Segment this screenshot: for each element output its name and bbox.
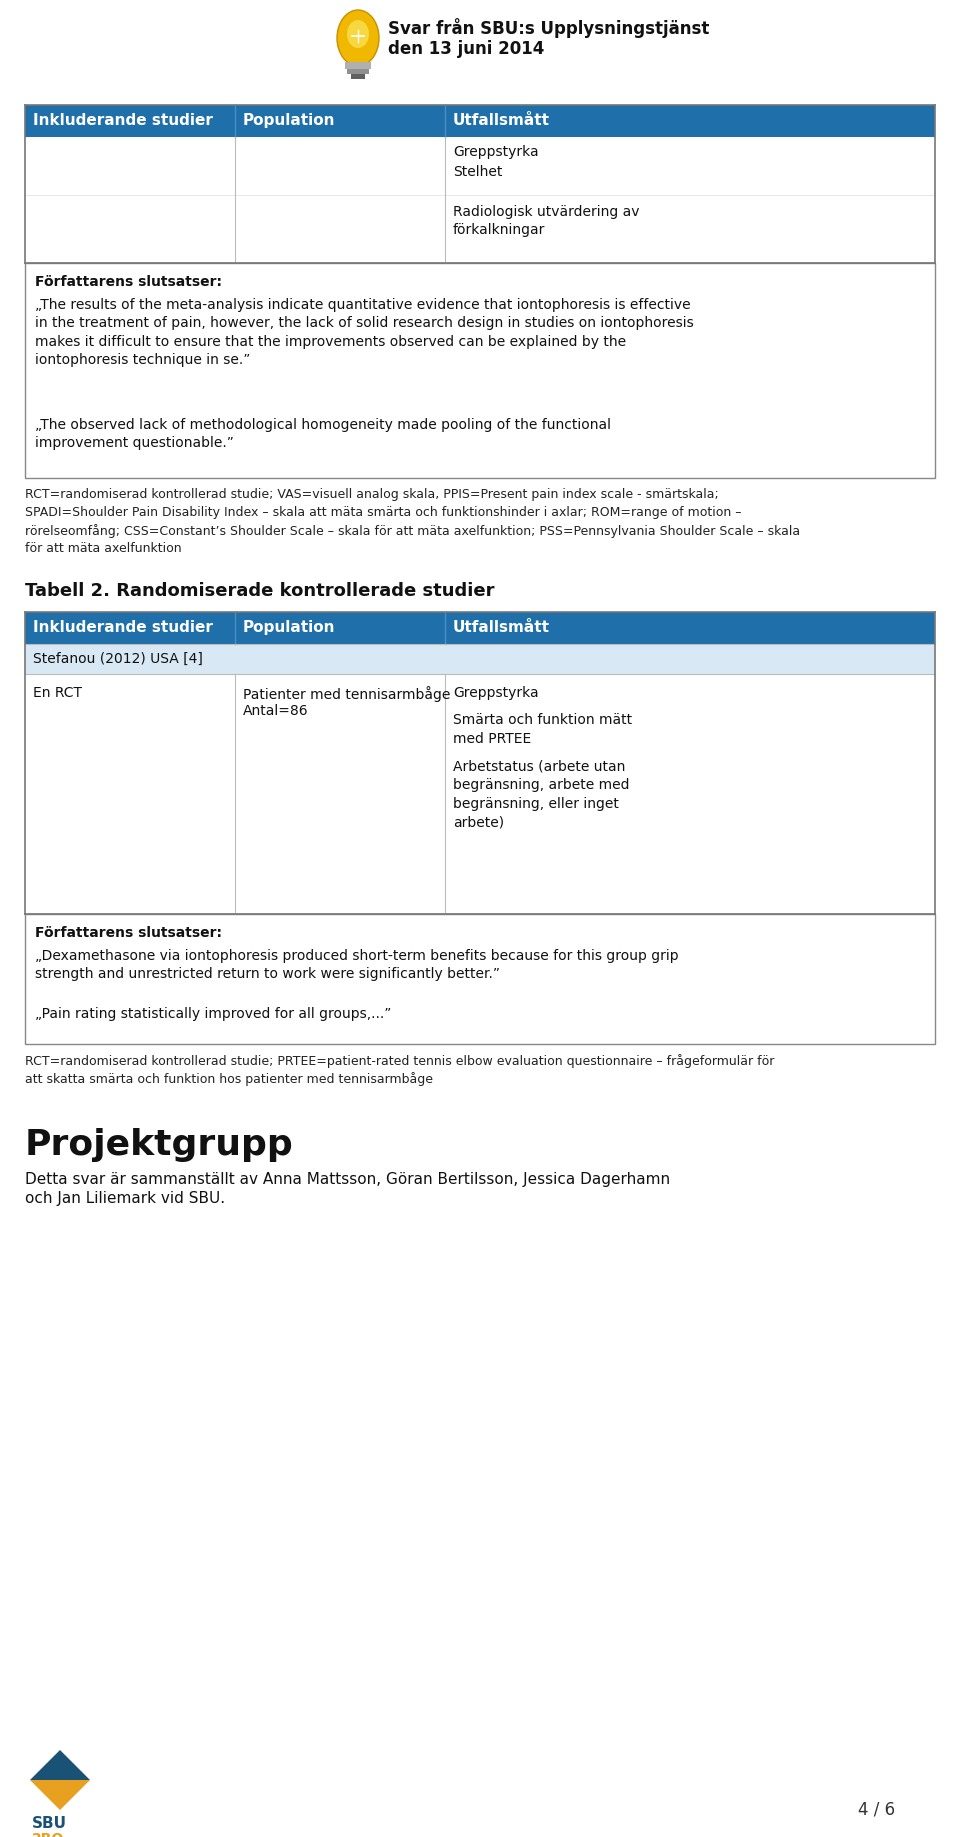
Text: Population: Population xyxy=(243,114,335,129)
Ellipse shape xyxy=(337,9,379,66)
Bar xyxy=(25,915,935,1043)
Text: Stefanou (2012) USA [4]: Stefanou (2012) USA [4] xyxy=(33,652,203,667)
Bar xyxy=(25,263,935,478)
Text: att skatta smärta och funktion hos patienter med tennisarmbåge: att skatta smärta och funktion hos patie… xyxy=(25,1073,433,1086)
Text: „Dexamethasone via iontophoresis produced short-term benefits because for this g: „Dexamethasone via iontophoresis produce… xyxy=(35,950,679,981)
Text: Detta svar är sammanställt av Anna Mattsson, Göran Bertilsson, Jessica Dagerhamn: Detta svar är sammanställt av Anna Matts… xyxy=(25,1172,670,1187)
Text: Radiologisk utvärdering av: Radiologisk utvärdering av xyxy=(453,206,639,219)
Bar xyxy=(25,645,935,674)
Text: „The observed lack of methodological homogeneity made pooling of the functional
: „The observed lack of methodological hom… xyxy=(35,419,611,450)
Text: Projektgrupp: Projektgrupp xyxy=(25,1128,294,1163)
Text: Patienter med tennisarmbåge: Patienter med tennisarmbåge xyxy=(243,685,450,702)
Polygon shape xyxy=(30,1751,90,1780)
Text: Inkluderande studier: Inkluderande studier xyxy=(33,621,213,636)
Bar xyxy=(25,612,935,645)
Text: Författarens slutsatser:: Författarens slutsatser: xyxy=(35,926,222,941)
Text: och Jan Liliemark vid SBU.: och Jan Liliemark vid SBU. xyxy=(25,1190,226,1207)
Text: Antal=86: Antal=86 xyxy=(243,704,308,718)
Text: begränsning, arbete med: begränsning, arbete med xyxy=(453,779,630,792)
Text: 2BO: 2BO xyxy=(32,1831,64,1837)
Text: för att mäta axelfunktion: för att mäta axelfunktion xyxy=(25,542,181,555)
Bar xyxy=(347,70,369,73)
Ellipse shape xyxy=(347,20,369,48)
Text: „Pain rating statistically improved for all groups,...”: „Pain rating statistically improved for … xyxy=(35,1007,392,1021)
Text: Författarens slutsatser:: Författarens slutsatser: xyxy=(35,276,222,288)
Text: Utfallsmått: Utfallsmått xyxy=(453,114,550,129)
Text: begränsning, eller inget: begränsning, eller inget xyxy=(453,797,619,810)
Text: En RCT: En RCT xyxy=(33,685,82,700)
Text: Tabell 2. Randomiserade kontrollerade studier: Tabell 2. Randomiserade kontrollerade st… xyxy=(25,582,494,601)
Polygon shape xyxy=(30,1780,90,1809)
Text: Utfallsmått: Utfallsmått xyxy=(453,621,550,636)
Text: 4 / 6: 4 / 6 xyxy=(858,1800,895,1819)
Text: Greppstyrka: Greppstyrka xyxy=(453,685,539,700)
Text: Inkluderande studier: Inkluderande studier xyxy=(33,114,213,129)
Text: Greppstyrka: Greppstyrka xyxy=(453,145,539,160)
Text: den 13 juni 2014: den 13 juni 2014 xyxy=(388,40,544,59)
Text: SBU: SBU xyxy=(32,1817,67,1831)
Bar xyxy=(345,62,371,70)
Text: RCT=randomiserad kontrollerad studie; VAS=visuell analog skala, PPIS=Present pai: RCT=randomiserad kontrollerad studie; VA… xyxy=(25,489,719,502)
Bar xyxy=(25,105,935,138)
Text: SPADI=Shoulder Pain Disability Index – skala att mäta smärta och funktionshinder: SPADI=Shoulder Pain Disability Index – s… xyxy=(25,505,741,520)
Bar xyxy=(25,138,935,195)
Bar xyxy=(351,73,365,79)
Text: Svar från SBU:s Upplysningstjänst: Svar från SBU:s Upplysningstjänst xyxy=(388,18,709,39)
Text: „The results of the meta-analysis indicate quantitative evidence that iontophore: „The results of the meta-analysis indica… xyxy=(35,298,694,367)
Bar xyxy=(25,674,935,915)
Text: Stelhet: Stelhet xyxy=(453,165,502,178)
Text: förkalkningar: förkalkningar xyxy=(453,222,545,237)
Text: arbete): arbete) xyxy=(453,816,504,830)
Bar xyxy=(25,195,935,263)
Text: Arbetstatus (arbete utan: Arbetstatus (arbete utan xyxy=(453,759,625,773)
Text: Population: Population xyxy=(243,621,335,636)
Text: rörelseomfång; CSS=Constant’s Shoulder Scale – skala för att mäta axelfunktion; : rörelseomfång; CSS=Constant’s Shoulder S… xyxy=(25,524,800,538)
Text: Smärta och funktion mätt: Smärta och funktion mätt xyxy=(453,713,632,727)
Text: RCT=randomiserad kontrollerad studie; PRTEE=patient-rated tennis elbow evaluatio: RCT=randomiserad kontrollerad studie; PR… xyxy=(25,1054,775,1067)
Text: med PRTEE: med PRTEE xyxy=(453,731,531,746)
